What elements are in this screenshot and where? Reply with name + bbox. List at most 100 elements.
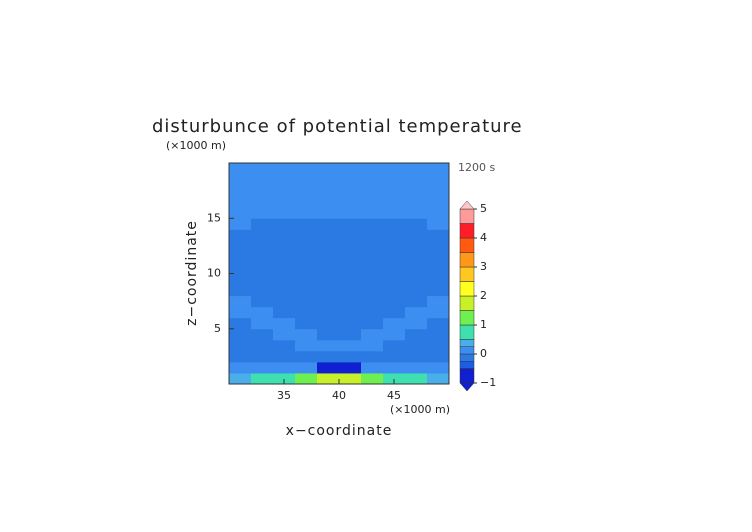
contour-cell — [339, 339, 362, 352]
contour-cell — [383, 273, 406, 286]
contour-cell — [317, 185, 340, 197]
contour-cell — [229, 295, 252, 308]
contour-cell — [229, 185, 252, 197]
contour-cell — [383, 240, 406, 252]
contour-cell — [251, 372, 274, 385]
contour-cell — [361, 372, 384, 385]
contour-cell — [229, 273, 252, 286]
contour-cell — [427, 284, 450, 297]
contour-cell — [361, 185, 384, 197]
contour-cell — [427, 339, 450, 352]
contour-cell — [251, 317, 274, 330]
contour-cell — [361, 207, 384, 219]
contour-cell — [339, 350, 362, 363]
contour-cell — [295, 163, 318, 175]
contour-cell — [339, 328, 362, 341]
colorbar-band — [459, 208, 475, 224]
contour-cell — [273, 251, 296, 263]
contour-cell — [339, 196, 362, 208]
contour-cell — [251, 262, 274, 274]
contour-cell — [273, 339, 296, 352]
contour-cell — [229, 350, 252, 363]
contour-cell — [427, 240, 450, 252]
contour-cell — [339, 240, 362, 252]
colorbar-band — [459, 346, 475, 355]
contour-cell — [383, 328, 406, 341]
contour-cell — [405, 273, 428, 286]
x-tick-label: 40 — [332, 389, 346, 402]
contour-cell — [317, 262, 340, 274]
contour-cell — [383, 185, 406, 197]
contour-cell — [317, 317, 340, 330]
contour-cell — [405, 240, 428, 252]
contour-cell — [229, 317, 252, 330]
colorbar-tick-label: 5 — [480, 202, 487, 215]
contour-cell — [229, 262, 252, 274]
contour-cell — [427, 328, 450, 341]
contour-cell — [273, 317, 296, 330]
contour-cell — [339, 229, 362, 241]
y-tick-label: 10 — [207, 267, 221, 280]
contour-cell — [317, 350, 340, 363]
contour-cell — [273, 328, 296, 341]
contour-cell — [427, 174, 450, 186]
colorbar-extend-bottom — [459, 382, 475, 392]
contour-cell — [229, 240, 252, 252]
colorbar-tick-label: 2 — [480, 289, 487, 302]
contour-cell — [405, 229, 428, 241]
contour-cell — [339, 295, 362, 308]
contour-cell — [251, 328, 274, 341]
contour-cell — [427, 218, 450, 230]
contour-cell — [317, 207, 340, 219]
contour-cell — [295, 328, 318, 341]
contour-cell — [251, 196, 274, 208]
contour-cell — [229, 328, 252, 341]
contour-cell — [405, 339, 428, 352]
contour-cell — [273, 185, 296, 197]
contour-cell — [317, 251, 340, 263]
contour-cell — [427, 262, 450, 274]
contour-cell — [339, 207, 362, 219]
contour-cell — [317, 174, 340, 186]
contour-cell — [339, 284, 362, 297]
colorbar-band — [459, 281, 475, 297]
contour-cell — [251, 163, 274, 175]
contour-cell — [273, 229, 296, 241]
contour-cell — [251, 273, 274, 286]
contour-cell — [229, 229, 252, 241]
contour-cell — [361, 196, 384, 208]
contour-cell — [361, 229, 384, 241]
contour-cell — [361, 284, 384, 297]
colorbar-band — [459, 339, 475, 347]
contour-cell — [317, 229, 340, 241]
contour-cell — [383, 339, 406, 352]
contour-cell — [273, 284, 296, 297]
contour-cell — [273, 174, 296, 186]
contour-cell — [427, 372, 450, 385]
contour-cell — [339, 185, 362, 197]
contour-cell — [383, 196, 406, 208]
colorbar-tick-label: 0 — [480, 347, 487, 360]
contour-cell — [427, 196, 450, 208]
contour-cell — [229, 306, 252, 319]
contour-cell — [361, 295, 384, 308]
contour-cell — [229, 361, 252, 374]
contour-cell — [383, 317, 406, 330]
contour-cell — [339, 262, 362, 274]
contour-cell — [383, 372, 406, 385]
contour-cell — [361, 163, 384, 175]
x-tick-label: 45 — [387, 389, 401, 402]
contour-cell — [295, 229, 318, 241]
contour-cell — [317, 295, 340, 308]
contour-cell — [251, 240, 274, 252]
contour-cell — [405, 328, 428, 341]
contour-cell — [229, 372, 252, 385]
contour-cell — [273, 207, 296, 219]
contour-cell — [317, 163, 340, 175]
contour-cell — [339, 174, 362, 186]
contour-cell — [295, 185, 318, 197]
contour-cell — [383, 174, 406, 186]
colorbar-extend-top — [459, 200, 475, 210]
contour-cell — [295, 339, 318, 352]
contour-cell — [383, 262, 406, 274]
